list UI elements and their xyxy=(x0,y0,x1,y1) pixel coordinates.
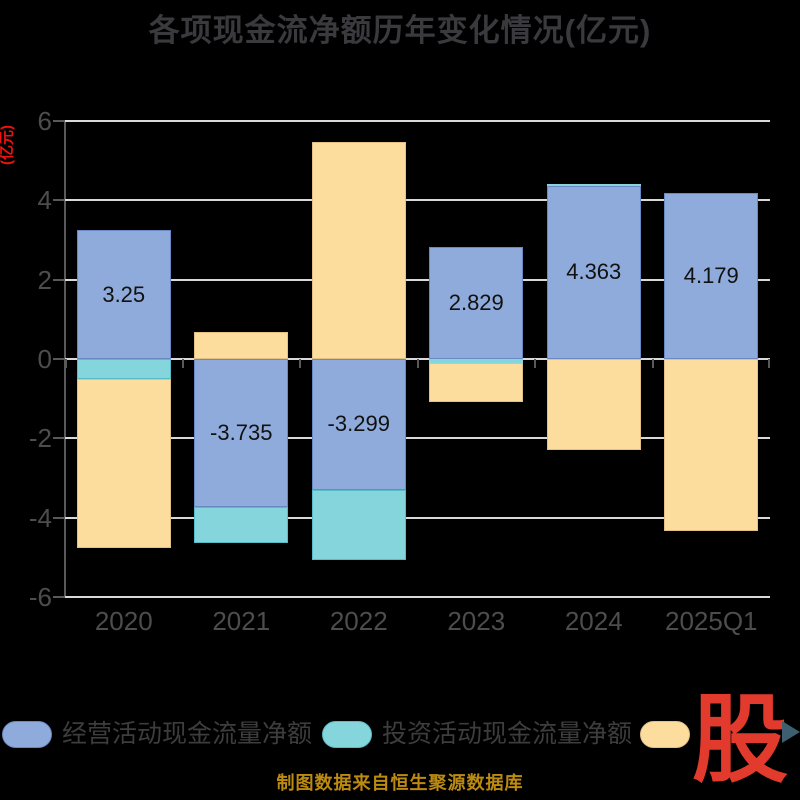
legend-swatch-investing xyxy=(322,721,372,748)
legend-label-operating: 经营活动现金流量净额 xyxy=(62,720,313,748)
bar-segment xyxy=(429,246,524,359)
x-category-label: 2023 xyxy=(447,606,506,636)
bar-segment xyxy=(311,359,406,490)
y-tick-mark xyxy=(53,120,65,122)
x-category-label: 2022 xyxy=(329,606,388,636)
y-tick-mark xyxy=(53,596,65,598)
legend-swatch-operating xyxy=(2,721,52,748)
bar-value-label: -3.299 xyxy=(327,411,390,437)
bar-segment xyxy=(311,142,406,359)
bar-segment xyxy=(311,489,406,560)
y-tick-mark xyxy=(53,516,65,519)
bar-value-label: -3.735 xyxy=(210,420,273,446)
chart-title: 各项现金流净额历年变化情况(亿元) xyxy=(148,13,652,48)
y-tick-mark xyxy=(53,199,65,202)
y-tick-label: 4 xyxy=(37,185,52,216)
x-axis-tick-mark xyxy=(416,359,419,368)
y-tick-label: 2 xyxy=(37,264,52,295)
legend: 经营活动现金流量净额 投资活动现金流量净额 xyxy=(0,721,800,749)
gridline xyxy=(65,437,770,440)
legend-item-operating: 经营活动现金流量净额 xyxy=(2,721,312,748)
bar-value-label: 4.363 xyxy=(566,259,622,285)
logo-gu-character: 股 xyxy=(692,687,788,794)
plot-area: 3.25 -3.735 -3.299 2.829 4.363 4.179 xyxy=(65,120,770,598)
gridline xyxy=(65,278,770,281)
x-category-label: 2020 xyxy=(94,606,153,636)
x-category-label: 2025Q1 xyxy=(664,606,758,636)
logo: 股 xyxy=(688,690,800,798)
bar-segment xyxy=(76,230,171,359)
x-axis-tick-mark xyxy=(65,359,67,368)
gridline xyxy=(65,120,770,122)
bar-value-label: 2.829 xyxy=(448,289,504,315)
x-category-label: 2024 xyxy=(564,606,623,636)
gridline xyxy=(65,596,770,598)
bar-segment xyxy=(546,183,641,186)
legend-label-investing: 投资活动现金流量净额 xyxy=(382,720,633,748)
bar-value-label: 3.25 xyxy=(102,281,146,307)
x-category-label: 2021 xyxy=(212,606,271,636)
y-tick-label: 6 xyxy=(37,106,52,136)
x-axis: 2020 2021 2022 2023 2024 2025Q1 xyxy=(65,603,770,639)
y-axis: 6 4 2 0 -2 -4 -6 xyxy=(0,107,65,611)
y-tick-mark xyxy=(53,358,65,360)
bar-segment xyxy=(76,359,171,379)
y-tick-mark xyxy=(53,278,65,281)
bar-segment xyxy=(194,507,289,543)
x-axis-tick-mark xyxy=(768,359,770,368)
bar-segment xyxy=(194,332,289,359)
y-tick-label: -4 xyxy=(28,502,52,533)
x-axis-tick-mark xyxy=(181,359,184,368)
gridline xyxy=(65,199,770,202)
bar-value-label: 4.179 xyxy=(683,263,739,289)
source-note: 制图数据来自恒生聚源数据库 xyxy=(276,773,524,793)
y-tick-label: -6 xyxy=(28,582,52,612)
legend-swatch-financing xyxy=(640,721,690,748)
bar-segment xyxy=(76,378,171,548)
gridline xyxy=(65,516,770,519)
bar-segment xyxy=(664,193,759,359)
y-tick-label: -2 xyxy=(28,423,52,454)
legend-item-financing xyxy=(640,721,690,748)
legend-item-investing: 投资活动现金流量净额 xyxy=(322,721,632,748)
bar-segment xyxy=(194,359,289,508)
y-tick-label: 0 xyxy=(37,344,52,374)
x-axis-tick-mark xyxy=(534,359,536,368)
logo-play-triangle-icon xyxy=(782,721,800,743)
bar-segment xyxy=(546,185,641,359)
bar-segment xyxy=(546,359,641,451)
x-axis-tick-mark xyxy=(651,359,654,368)
bar-segment xyxy=(429,362,524,403)
bar-segment xyxy=(664,359,759,531)
x-axis-tick-mark xyxy=(299,359,301,368)
y-tick-mark xyxy=(53,437,65,440)
bar-segment xyxy=(429,359,524,363)
